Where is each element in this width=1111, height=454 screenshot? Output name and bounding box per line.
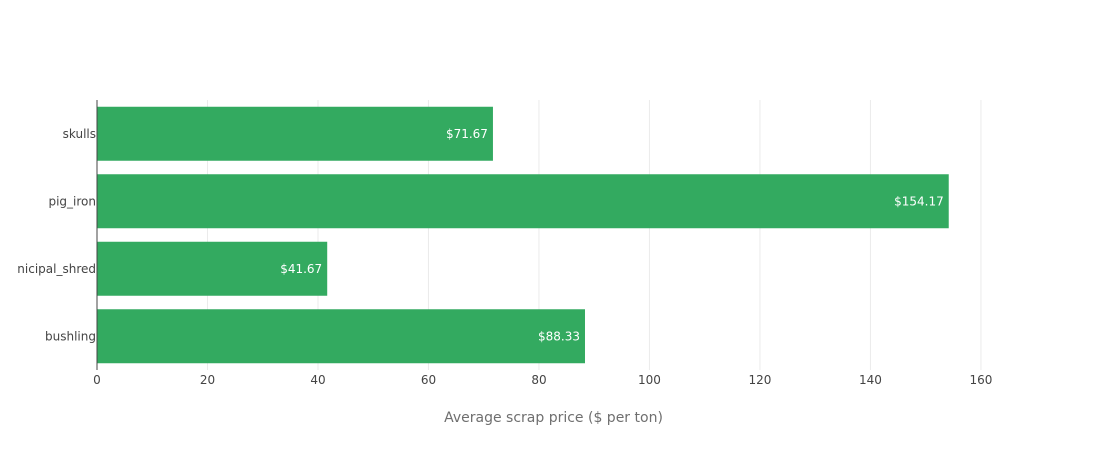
bar-skulls xyxy=(97,106,493,161)
x-tick-label: 140 xyxy=(859,373,882,387)
x-axis-title: Average scrap price ($ per ton) xyxy=(444,410,663,426)
y-category-label: pig_iron xyxy=(48,194,96,208)
x-axis-ticks: 0 20 40 60 80 100 120 140 160 xyxy=(93,373,992,387)
bar-value-label: $88.33 xyxy=(538,329,580,343)
bar-value-label: $71.67 xyxy=(446,127,488,141)
y-category-label: skulls xyxy=(63,127,96,141)
y-axis-categories: skulls pig_iron nicipal_shred bushling xyxy=(17,127,96,344)
x-tick-label: 80 xyxy=(531,373,546,387)
bar-bushling xyxy=(97,309,585,364)
bar-value-label: $41.67 xyxy=(280,262,322,276)
bars xyxy=(97,106,949,364)
x-tick-label: 100 xyxy=(638,373,661,387)
y-category-label: bushling xyxy=(45,329,96,343)
y-category-label: nicipal_shred xyxy=(17,262,96,276)
x-tick-label: 120 xyxy=(749,373,772,387)
x-tick-label: 60 xyxy=(421,373,436,387)
bar-nicipal_shred xyxy=(97,241,328,296)
bar-pig_iron xyxy=(97,174,949,229)
x-tick-label: 40 xyxy=(310,373,325,387)
x-tick-label: 160 xyxy=(969,373,992,387)
x-tick-label: 0 xyxy=(93,373,101,387)
bar-value-labels: $71.67 $154.17 $41.67 $88.33 xyxy=(280,127,944,344)
x-tick-label: 20 xyxy=(200,373,215,387)
bar-value-label: $154.17 xyxy=(894,194,944,208)
